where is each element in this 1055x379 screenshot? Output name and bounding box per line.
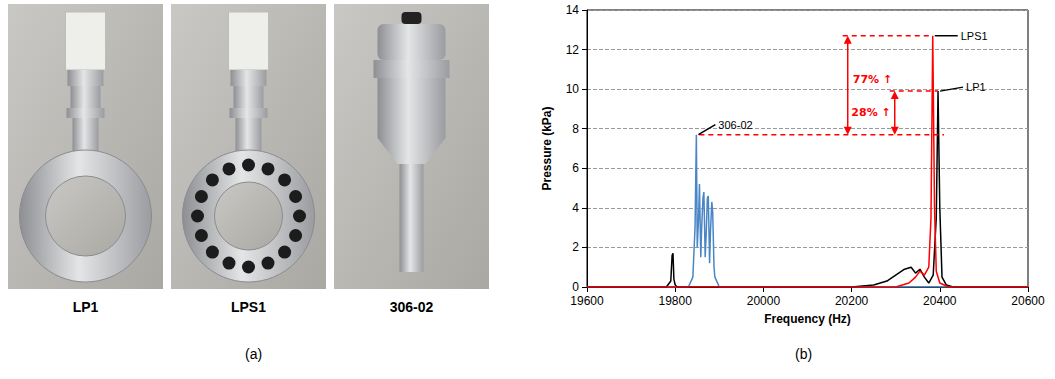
svg-text:4: 4: [572, 201, 579, 215]
svg-text:12: 12: [566, 43, 580, 57]
svg-text:20200: 20200: [835, 294, 869, 308]
svg-text:Frequency (Hz): Frequency (Hz): [764, 312, 851, 326]
svg-text:306-02: 306-02: [718, 119, 752, 131]
svg-text:19600: 19600: [570, 294, 604, 308]
svg-text:LPS1: LPS1: [961, 30, 988, 42]
svg-text:6: 6: [572, 161, 579, 175]
svg-text:LPS1: LPS1: [231, 299, 266, 315]
svg-text:10: 10: [566, 82, 580, 96]
svg-text:2: 2: [572, 240, 579, 254]
svg-text:306-02: 306-02: [390, 299, 434, 315]
svg-text:14: 14: [566, 3, 580, 17]
html-text:(a): (a): [245, 346, 263, 362]
svg-text:28% ↑: 28% ↑: [851, 106, 890, 119]
svg-text:Pressure (kPa): Pressure (kPa): [540, 106, 554, 190]
svg-text:20600: 20600: [1011, 294, 1045, 308]
html-text:(b): (b): [795, 346, 813, 362]
svg-text:77% ↑: 77% ↑: [853, 73, 892, 86]
svg-text:0: 0: [572, 280, 579, 294]
svg-text:LP1: LP1: [73, 299, 99, 315]
svg-text:20400: 20400: [923, 294, 957, 308]
svg-text:LP1: LP1: [966, 81, 986, 93]
svg-text:19800: 19800: [659, 294, 693, 308]
svg-text:8: 8: [572, 122, 579, 136]
svg-text:20000: 20000: [747, 294, 781, 308]
